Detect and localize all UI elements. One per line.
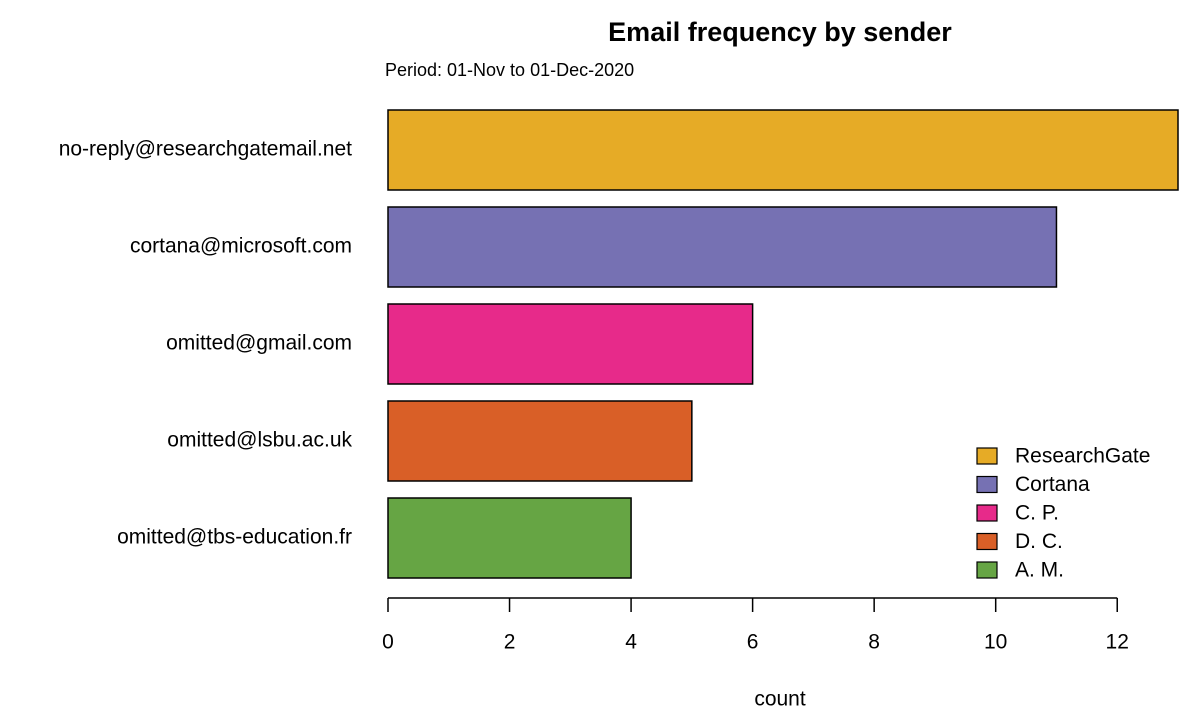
y-tick-label: no-reply@researchgatemail.net: [59, 138, 352, 161]
x-tick-label: 2: [504, 631, 516, 654]
y-tick-label: cortana@microsoft.com: [130, 235, 352, 258]
y-tick-label: omitted@lsbu.ac.uk: [167, 429, 352, 452]
legend-label: C. P.: [1015, 502, 1059, 525]
x-tick-label: 12: [1106, 631, 1129, 654]
y-tick-label: omitted@tbs-education.fr: [117, 526, 352, 549]
chart-subtitle: Period: 01-Nov to 01-Dec-2020: [385, 60, 634, 80]
bar: [387, 206, 1058, 288]
y-tick-label: omitted@gmail.com: [166, 332, 352, 355]
bar: [387, 109, 1179, 191]
legend-label: D. C.: [1015, 530, 1063, 553]
x-tick-label: 6: [747, 631, 759, 654]
legend-swatch: [976, 475, 998, 494]
bar: [387, 303, 754, 385]
legend-swatch: [976, 532, 998, 551]
chart-title: Email frequency by sender: [608, 17, 952, 47]
legend-label: ResearchGate: [1015, 445, 1150, 468]
legend-swatch: [976, 504, 998, 522]
x-axis-label: count: [754, 688, 806, 711]
legend-swatch: [976, 561, 998, 579]
x-tick-label: 8: [868, 631, 880, 654]
bar: [387, 400, 693, 482]
legend-label: A. M.: [1015, 559, 1064, 582]
x-tick-label: 10: [984, 631, 1007, 654]
legend-label: Cortana: [1015, 473, 1090, 496]
legend-swatch: [976, 447, 998, 465]
x-tick-label: 4: [625, 631, 637, 654]
x-tick-label: 0: [382, 631, 394, 654]
bar: [387, 497, 632, 579]
